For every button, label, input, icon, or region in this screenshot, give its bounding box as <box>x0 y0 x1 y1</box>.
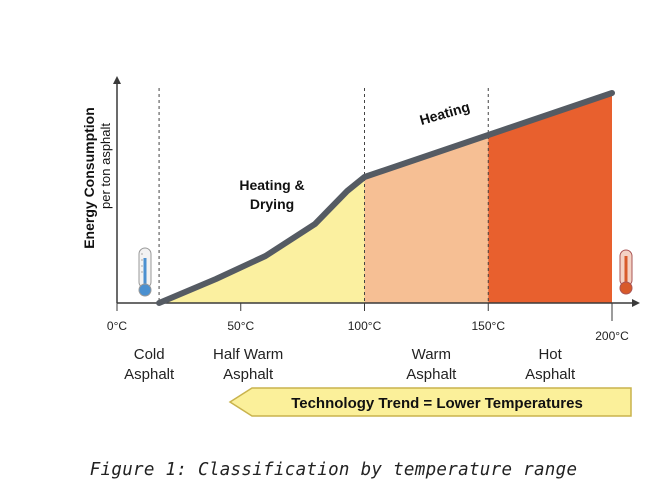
region-labels: Cold Asphalt Half Warm Asphalt Warm Asphalt Ho… <box>124 346 576 383</box>
technology-trend-label: Technology Trend = Lower Temperatures <box>291 395 583 412</box>
figure-caption: Figure 1: Classification by temperature … <box>89 460 578 480</box>
region-label: Cold <box>134 346 165 363</box>
region-label: Asphalt <box>525 366 576 383</box>
region-label: Asphalt <box>406 366 457 383</box>
region-label: Hot <box>538 346 562 363</box>
half-warm-region-fill <box>159 177 365 303</box>
annotation-heating-drying-line1: Heating & <box>239 177 304 193</box>
region-label: Asphalt <box>223 366 274 383</box>
annotation-heating: Heating <box>418 98 472 128</box>
region-label: Asphalt <box>124 366 175 383</box>
region-label: Half Warm <box>213 346 283 363</box>
technology-trend-arrow <box>228 387 632 417</box>
y-axis-arrow-icon <box>113 76 121 84</box>
hot-region-fill <box>488 93 612 303</box>
x-tick-label: 0°C <box>107 319 127 333</box>
x-tick-label: 50°C <box>227 319 254 333</box>
cold-thermometer-icon <box>138 247 152 297</box>
y-axis-sublabel: per ton asphalt <box>98 123 113 209</box>
x-tick-label: 150°C <box>472 319 506 333</box>
x-tick-label: 200°C <box>595 329 629 343</box>
energy-curve <box>156 90 615 306</box>
y-axis-label: Energy Consumption <box>81 107 97 249</box>
warm-region-fill <box>364 135 489 303</box>
hot-thermometer-icon <box>619 249 633 295</box>
x-ticks: 0°C 50°C 100°C 150°C 200°C <box>107 303 629 343</box>
annotation-heating-drying-line2: Drying <box>250 196 294 212</box>
region-label: Warm <box>412 346 451 363</box>
x-tick-label: 100°C <box>348 319 382 333</box>
x-axis-arrow-icon <box>632 299 640 307</box>
